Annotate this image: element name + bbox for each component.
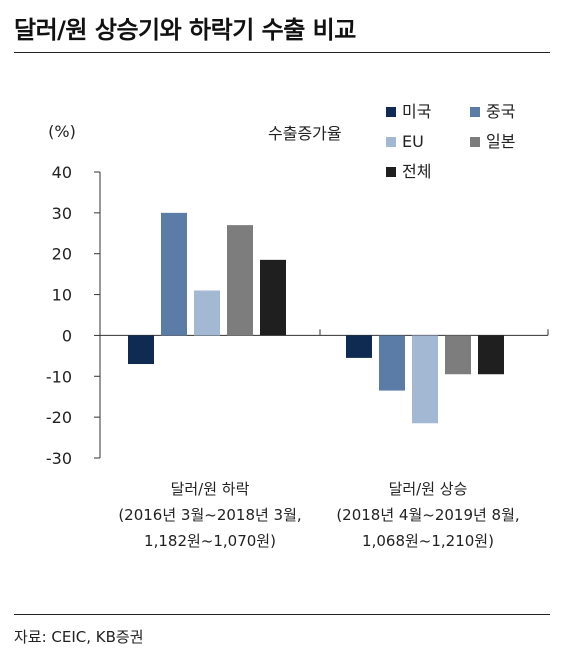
legend-entry: 전체 xyxy=(402,162,431,181)
y-tick-label: 10 xyxy=(52,286,72,305)
y-tick-label: -10 xyxy=(46,367,72,386)
title-divider xyxy=(14,52,550,53)
legend-entry: 일본 xyxy=(486,132,515,151)
source-note: 자료: CEIC, KB증권 xyxy=(14,628,144,646)
x-category-label: 달러/원 하락 xyxy=(171,480,250,498)
y-unit-label: (%) xyxy=(48,122,76,141)
bar xyxy=(412,335,438,424)
bar xyxy=(227,225,253,336)
source-divider xyxy=(14,614,550,615)
legend-swatch xyxy=(386,167,396,177)
chart-title: 달러/원 상승기와 하락기 수출 비교 xyxy=(14,16,356,44)
legend-swatch xyxy=(470,137,480,147)
y-tick-label: 40 xyxy=(52,163,72,182)
bar xyxy=(346,335,372,358)
y-tick-label: 20 xyxy=(52,245,72,264)
y-tick-label: -30 xyxy=(46,449,72,468)
bar xyxy=(260,259,286,336)
y-tick-label: -20 xyxy=(46,408,72,427)
legend-entry: EU xyxy=(402,132,424,151)
bar xyxy=(128,335,154,365)
legend-swatch xyxy=(470,107,480,117)
bar xyxy=(478,335,504,375)
legend-entry: 중국 xyxy=(486,102,515,121)
y-tick-label: 30 xyxy=(52,204,72,223)
legend-swatch xyxy=(386,107,396,117)
bar xyxy=(161,212,187,336)
bar xyxy=(445,335,471,375)
x-category-label: (2018년 4월~2019년 8월, xyxy=(336,506,519,524)
legend-swatch xyxy=(386,137,396,147)
x-category-label: 달러/원 상승 xyxy=(389,480,468,498)
x-category-label: 1,182원~1,070원) xyxy=(144,532,276,550)
x-category-label: 1,068원~1,210원) xyxy=(362,532,494,550)
bar xyxy=(194,290,220,336)
x-category-label: (2016년 3월~2018년 3월, xyxy=(118,506,301,524)
bar xyxy=(379,335,405,391)
y-tick-label: 0 xyxy=(62,326,72,345)
legend-entry: 미국 xyxy=(402,102,431,121)
legend-title: 수출증가율 xyxy=(268,124,342,143)
